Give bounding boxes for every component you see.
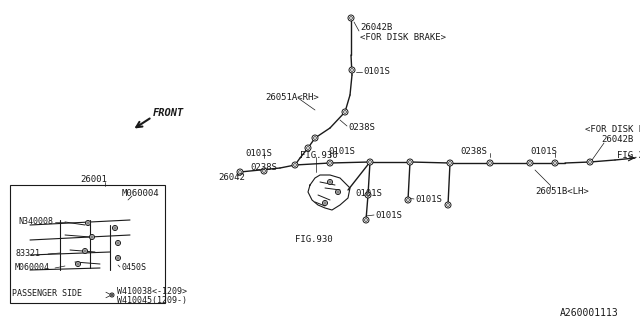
Circle shape: [407, 159, 413, 165]
Circle shape: [328, 180, 333, 185]
Circle shape: [329, 162, 332, 164]
Circle shape: [305, 145, 311, 151]
Circle shape: [117, 242, 119, 244]
Circle shape: [323, 201, 328, 205]
Circle shape: [487, 160, 493, 166]
Text: <FOR DISK BRAKE>: <FOR DISK BRAKE>: [585, 125, 640, 134]
Circle shape: [342, 109, 348, 115]
Circle shape: [349, 17, 353, 19]
Circle shape: [405, 197, 411, 203]
Circle shape: [344, 111, 346, 113]
Circle shape: [239, 171, 241, 173]
Circle shape: [83, 249, 88, 253]
Text: FIG.263: FIG.263: [617, 151, 640, 161]
Text: 0101S: 0101S: [415, 196, 442, 204]
Circle shape: [113, 226, 118, 230]
Text: FRONT: FRONT: [153, 108, 184, 118]
Circle shape: [367, 159, 373, 165]
Text: W410038<-1209>: W410038<-1209>: [117, 287, 187, 297]
Circle shape: [312, 135, 318, 141]
Text: N340008: N340008: [18, 218, 53, 227]
Text: 26001: 26001: [80, 175, 107, 185]
Circle shape: [111, 294, 113, 296]
Text: 0101S: 0101S: [363, 68, 390, 76]
Circle shape: [365, 192, 371, 198]
Text: 26042B: 26042B: [360, 23, 392, 33]
Circle shape: [489, 162, 492, 164]
Circle shape: [87, 222, 89, 224]
Text: W410045(1209-): W410045(1209-): [117, 295, 187, 305]
Circle shape: [76, 261, 81, 267]
Circle shape: [365, 219, 367, 221]
Circle shape: [324, 202, 326, 204]
Text: M060004: M060004: [122, 188, 159, 197]
Circle shape: [115, 255, 120, 260]
Bar: [10, 185, 165, 303]
Text: 0238S: 0238S: [348, 124, 375, 132]
Circle shape: [294, 164, 296, 166]
Text: PASSENGER SIDE: PASSENGER SIDE: [12, 289, 82, 298]
Circle shape: [115, 241, 120, 245]
Circle shape: [329, 181, 331, 183]
Circle shape: [406, 199, 410, 201]
Circle shape: [335, 189, 340, 195]
Circle shape: [587, 159, 593, 165]
Text: <FOR DISK BRAKE>: <FOR DISK BRAKE>: [360, 34, 446, 43]
Circle shape: [447, 160, 453, 166]
Text: 26051A<RH>: 26051A<RH>: [265, 93, 319, 102]
Text: 0101S: 0101S: [530, 148, 557, 156]
Text: 0450S: 0450S: [122, 263, 147, 273]
Circle shape: [114, 227, 116, 229]
Circle shape: [292, 162, 298, 168]
Circle shape: [348, 15, 354, 21]
Text: FIG.930: FIG.930: [295, 236, 333, 244]
Circle shape: [349, 67, 355, 73]
Text: 0238S: 0238S: [460, 148, 487, 156]
Circle shape: [110, 293, 114, 297]
Circle shape: [77, 263, 79, 265]
Circle shape: [369, 161, 371, 163]
Text: 0101S: 0101S: [355, 188, 382, 197]
Text: 26042: 26042: [218, 173, 245, 182]
Circle shape: [449, 162, 451, 164]
Circle shape: [86, 220, 90, 226]
Text: 0101S: 0101S: [375, 211, 402, 220]
Text: 0101S: 0101S: [245, 148, 272, 157]
Circle shape: [84, 250, 86, 252]
Circle shape: [529, 162, 531, 164]
Circle shape: [327, 160, 333, 166]
Circle shape: [261, 168, 267, 174]
Text: M060004: M060004: [15, 263, 50, 273]
Text: 0238S: 0238S: [250, 164, 277, 172]
Text: FIG.930: FIG.930: [300, 150, 338, 159]
Circle shape: [117, 257, 119, 259]
Circle shape: [363, 217, 369, 223]
Text: A260001113: A260001113: [560, 308, 619, 318]
Circle shape: [554, 162, 556, 164]
Circle shape: [589, 161, 591, 163]
Circle shape: [527, 160, 533, 166]
Circle shape: [90, 235, 95, 239]
Circle shape: [447, 204, 449, 206]
Circle shape: [337, 191, 339, 193]
Circle shape: [307, 147, 309, 149]
Text: 83321: 83321: [15, 250, 40, 259]
Circle shape: [237, 169, 243, 175]
Circle shape: [314, 137, 316, 139]
Circle shape: [351, 69, 353, 71]
Circle shape: [552, 160, 558, 166]
Circle shape: [409, 161, 412, 163]
Text: 26042B: 26042B: [601, 135, 633, 145]
Circle shape: [367, 194, 369, 196]
Text: 0101S: 0101S: [328, 148, 355, 156]
Circle shape: [445, 202, 451, 208]
Text: 26051B<LH>: 26051B<LH>: [535, 188, 589, 196]
Circle shape: [262, 170, 266, 172]
Circle shape: [91, 236, 93, 238]
